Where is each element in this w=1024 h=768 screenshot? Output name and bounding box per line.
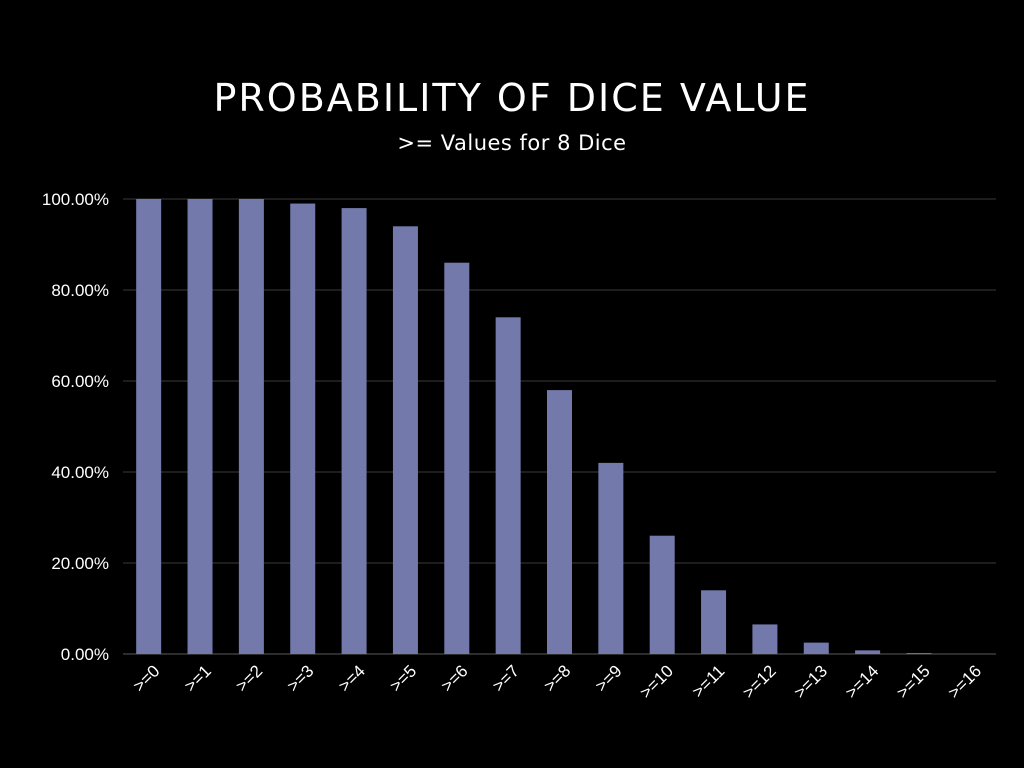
- bar: [136, 199, 162, 654]
- bar: [187, 199, 213, 654]
- chart-subtitle: >= Values for 8 Dice: [397, 131, 627, 155]
- x-tick-label: >=11: [688, 661, 728, 701]
- bar: [238, 199, 264, 654]
- bar: [341, 208, 367, 654]
- bar: [649, 535, 675, 654]
- bars: [136, 199, 932, 655]
- y-tick-label: 40.00%: [51, 463, 109, 482]
- x-axis-ticks: >=0 >=1 >=2 >=3 >=4 >=5 >=6 >=7 >=8 >=9 >=10 >=11 >=…: [129, 661, 985, 702]
- x-tick-label: >=14: [842, 661, 883, 702]
- bar: [547, 390, 572, 654]
- x-tick-label: >=0: [129, 661, 163, 695]
- bar: [444, 262, 470, 654]
- y-tick-label: 60.00%: [51, 372, 109, 391]
- y-tick-label: 0.00%: [61, 645, 109, 664]
- x-tick-label: >=10: [636, 661, 677, 702]
- x-tick-label: >=5: [386, 661, 420, 695]
- bar: [906, 653, 932, 654]
- bar: [752, 624, 778, 654]
- bar: [392, 226, 418, 655]
- x-tick-label: >=4: [335, 661, 369, 695]
- x-tick-label: >=15: [893, 661, 934, 702]
- x-tick-label: >=9: [592, 661, 626, 695]
- bar: [598, 462, 624, 654]
- bar: [855, 650, 881, 654]
- bar: [495, 317, 521, 654]
- x-tick-label: >=8: [540, 661, 574, 695]
- bar: [701, 590, 727, 654]
- x-tick-label: >=2: [232, 661, 266, 695]
- bar: [803, 642, 829, 654]
- x-tick-label: >=16: [944, 661, 985, 702]
- x-tick-label: >=12: [739, 661, 780, 702]
- x-tick-label: >=13: [790, 661, 831, 702]
- y-axis-ticks: 0.00% 20.00% 40.00% 60.00% 80.00% 100.00%: [42, 190, 109, 664]
- x-tick-label: >=3: [283, 661, 317, 695]
- y-tick-label: 100.00%: [42, 190, 109, 209]
- x-tick-label: >=6: [437, 661, 471, 695]
- y-tick-label: 80.00%: [51, 281, 109, 300]
- bar: [290, 203, 316, 655]
- x-tick-label: >=7: [489, 661, 523, 695]
- chart-title: PROBABILITY OF DICE VALUE: [213, 76, 811, 120]
- x-tick-label: >=1: [181, 661, 215, 695]
- y-tick-label: 20.00%: [51, 554, 109, 573]
